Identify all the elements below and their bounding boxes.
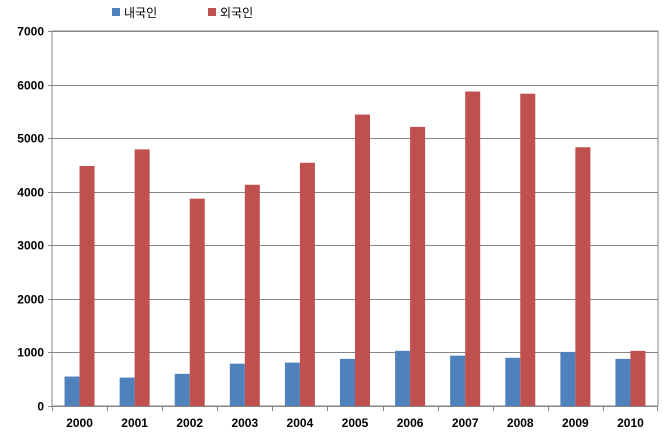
y-tick-label: 7000 — [17, 25, 44, 39]
legend-label: 외국인 — [220, 6, 253, 20]
bar-series-1-2010 — [615, 358, 631, 406]
bar-series-1-2009 — [560, 351, 576, 406]
x-tick-label: 2004 — [287, 416, 314, 430]
x-tick-label: 2008 — [507, 416, 534, 430]
legend-label: 내국인 — [124, 6, 157, 20]
bars — [64, 91, 646, 407]
bar-series-1-2008 — [505, 357, 521, 406]
legend: 내국인 외국인 — [112, 6, 253, 20]
bar-series-2-2003 — [244, 184, 260, 406]
legend-swatch — [112, 8, 120, 16]
bar-series-2-2009 — [575, 147, 591, 406]
y-tick-label: 6000 — [17, 79, 44, 93]
x-tick-label: 2003 — [231, 416, 258, 430]
bar-series-1-2003 — [229, 363, 245, 406]
bar-series-2-2008 — [520, 93, 536, 406]
x-tick-label: 2007 — [452, 416, 479, 430]
bar-series-2-2000 — [79, 166, 95, 406]
y-tick-label: 5000 — [17, 132, 44, 146]
y-tick-label: 0 — [37, 400, 44, 414]
y-tick-label: 4000 — [17, 186, 44, 200]
bar-series-1-2006 — [395, 350, 411, 406]
bar-series-2-2005 — [355, 114, 370, 407]
bar-series-1-2007 — [450, 355, 466, 406]
bar-series-2-2002 — [189, 198, 205, 406]
bar-series-2-2010 — [630, 350, 646, 406]
bar-series-1-2004 — [284, 362, 300, 406]
bar-series-1-2000 — [64, 376, 80, 406]
y-tick-label: 2000 — [17, 293, 44, 307]
bar-series-1-2002 — [174, 373, 190, 406]
bar-series-2-2007 — [465, 91, 481, 407]
bar-series-1-2005 — [340, 358, 355, 406]
legend-swatch — [208, 8, 216, 16]
y-tick-label: 1000 — [17, 346, 44, 360]
x-tick-label: 2000 — [66, 416, 93, 430]
y-tick-label: 3000 — [17, 239, 44, 253]
x-tick-label: 2005 — [342, 416, 369, 430]
x-tick-label: 2009 — [562, 416, 589, 430]
x-tick-label: 2010 — [617, 416, 644, 430]
x-tick-label: 2002 — [176, 416, 203, 430]
bar-series-1-2001 — [119, 377, 135, 406]
bar-series-2-2006 — [410, 126, 426, 407]
x-tick-label: 2006 — [397, 416, 424, 430]
x-tick-label: 2001 — [121, 416, 148, 430]
bar-series-2-2004 — [299, 162, 315, 406]
axes: 0 1000 2000 3000 4000 5000 6000 7000 2000 2001 200… — [17, 25, 658, 430]
bar-series-2-2001 — [134, 149, 150, 406]
